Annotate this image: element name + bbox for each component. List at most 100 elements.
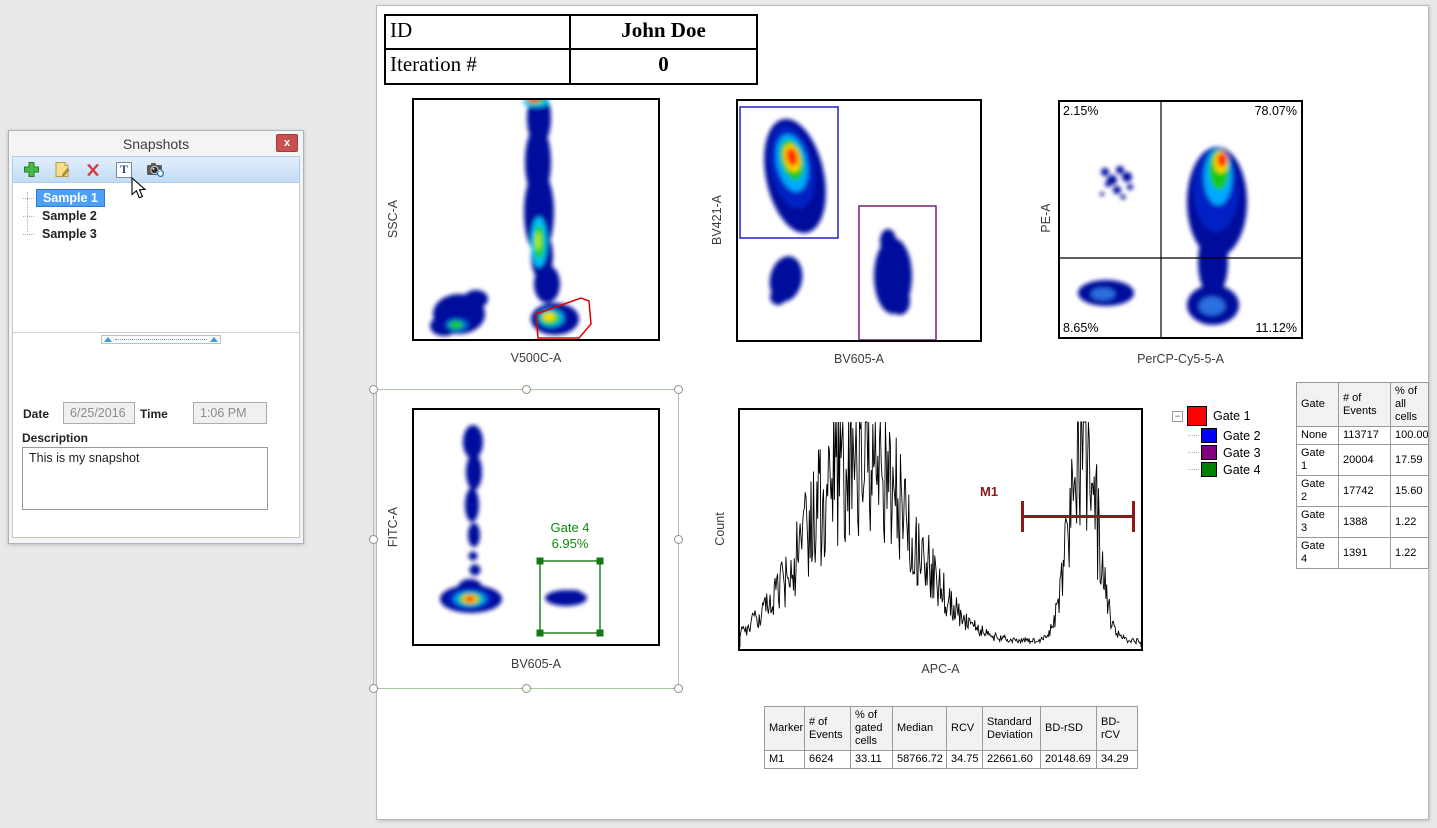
id-table: ID John Doe Iteration # 0 bbox=[384, 14, 758, 85]
time-label: Time bbox=[140, 407, 168, 421]
sample-label[interactable]: Sample 2 bbox=[42, 209, 97, 223]
plot4-x-axis-label: BV605-A bbox=[510, 657, 562, 671]
worksheet: ID John Doe Iteration # 0 bbox=[369, 5, 1429, 820]
marker-table-header: Median bbox=[892, 706, 947, 751]
time-input[interactable] bbox=[193, 402, 267, 424]
gate2-swatch bbox=[1201, 428, 1217, 443]
selection-handle[interactable] bbox=[369, 684, 378, 693]
gate-table-header: % of all cells bbox=[1390, 382, 1429, 427]
gate1-swatch bbox=[1187, 406, 1207, 426]
marker-table-header: Marker bbox=[764, 706, 805, 751]
density-plot-3 bbox=[1060, 102, 1301, 337]
panel-title: Snapshots bbox=[122, 135, 190, 152]
plot-ssc-v500c[interactable] bbox=[412, 90, 660, 341]
selection-handle[interactable] bbox=[674, 385, 683, 394]
selection-handle[interactable] bbox=[674, 535, 683, 544]
plot3-x-axis-label: PerCP-Cy5-5-A bbox=[1137, 352, 1224, 366]
panel-titlebar[interactable]: Snapshots x bbox=[12, 131, 300, 156]
sample-item-1[interactable]: Sample 1 bbox=[13, 189, 299, 207]
add-snapshot-button[interactable] bbox=[21, 160, 41, 180]
density-plot-4 bbox=[440, 425, 604, 637]
date-label: Date bbox=[23, 407, 50, 421]
close-button[interactable]: x bbox=[276, 134, 298, 152]
legend-label: Gate 3 bbox=[1223, 445, 1261, 460]
quadrant-ll-percent: 8.65% bbox=[1063, 321, 1099, 335]
date-input[interactable] bbox=[63, 402, 135, 424]
selection-handle[interactable] bbox=[369, 535, 378, 544]
density-plot-1 bbox=[430, 90, 592, 339]
histogram-svg bbox=[739, 421, 1142, 647]
panel-toolbar: T bbox=[12, 156, 300, 183]
plot-pe-percp[interactable]: 2.15% 78.07% 8.65% 11.12% bbox=[1058, 100, 1303, 339]
selection-handle[interactable] bbox=[522, 385, 531, 394]
table-row: Gate 1 20004 17.59 bbox=[1296, 444, 1429, 476]
id-label: ID bbox=[386, 16, 571, 48]
plot5-y-axis-label: Count bbox=[713, 512, 727, 546]
gate2-rect[interactable] bbox=[739, 106, 839, 239]
marker-table-header: BD-rSD bbox=[1040, 706, 1097, 751]
plot-fitc-bv605[interactable]: Gate 4 6.95% bbox=[412, 408, 660, 646]
legend-item-gate2[interactable]: Gate 2 bbox=[1188, 428, 1261, 443]
snapshots-panel: Snapshots x T Sample 1 bbox=[8, 130, 304, 544]
plot2-x-axis-label: BV605-A bbox=[833, 352, 885, 366]
plot5-x-axis-label: APC-A bbox=[921, 662, 960, 676]
table-row: M1 6624 33.11 58766.72 34.75 22661.60 20… bbox=[764, 750, 1138, 769]
table-row: Gate 3 1388 1.22 bbox=[1296, 506, 1429, 538]
table-row: Gate 4 1391 1.22 bbox=[1296, 537, 1429, 569]
note-icon bbox=[55, 162, 70, 177]
plot3-y-axis-label: PE-A bbox=[1039, 203, 1053, 233]
density-plot-2 bbox=[739, 106, 937, 341]
table-row: None 113717 100.00 bbox=[1296, 426, 1429, 445]
description-label: Description bbox=[22, 431, 89, 445]
selection-handle[interactable] bbox=[674, 684, 683, 693]
gate3-swatch bbox=[1201, 445, 1217, 460]
id-value: John Doe bbox=[621, 18, 706, 42]
gate1-polygon[interactable] bbox=[535, 297, 592, 339]
plot4-y-axis-label: FITC-A bbox=[386, 506, 400, 548]
legend-label: Gate 4 bbox=[1223, 462, 1261, 477]
gate4-rect[interactable] bbox=[536, 557, 604, 637]
legend-item-gate3[interactable]: Gate 3 bbox=[1188, 445, 1261, 460]
iteration-label: Iteration # bbox=[386, 49, 571, 83]
camera-icon bbox=[146, 163, 164, 178]
text-annotation-button[interactable]: T bbox=[114, 160, 134, 180]
cursor-icon bbox=[131, 177, 147, 199]
plus-icon bbox=[23, 162, 39, 177]
sample-item-3[interactable]: Sample 3 bbox=[13, 225, 299, 243]
collapse-minus-icon[interactable]: − bbox=[1172, 410, 1183, 422]
legend-label: Gate 2 bbox=[1223, 428, 1261, 443]
selection-handle[interactable] bbox=[369, 385, 378, 394]
marker-table-header: % of gated cells bbox=[850, 706, 893, 751]
plot1-x-axis-label: V500C-A bbox=[510, 351, 562, 365]
panel-body: Sample 1 Sample 2 Sample 3 Date Time Des… bbox=[12, 183, 300, 538]
gate-table-header: # of Events bbox=[1338, 382, 1391, 427]
delete-x-icon bbox=[87, 163, 99, 176]
marker-table-header: # of Events bbox=[804, 706, 851, 751]
legend-item-gate1[interactable]: − Gate 1 bbox=[1172, 406, 1261, 426]
marker-table-header: RCV bbox=[946, 706, 983, 751]
edit-snapshot-button[interactable] bbox=[52, 160, 72, 180]
histogram-plot[interactable]: M1 bbox=[738, 408, 1143, 651]
gate4-label: Gate 4 6.95% bbox=[550, 520, 590, 551]
gate-table: Gate # of Events % of all cells None 1137… bbox=[1296, 382, 1429, 569]
delete-snapshot-button[interactable] bbox=[83, 160, 103, 180]
sample-list[interactable]: Sample 1 Sample 2 Sample 3 bbox=[13, 183, 299, 333]
quadrant-ur-percent: 78.07% bbox=[1254, 104, 1297, 118]
selection-handle[interactable] bbox=[522, 684, 531, 693]
sample-label[interactable]: Sample 1 bbox=[36, 189, 105, 207]
marker-table-header: Standard Deviation bbox=[982, 706, 1041, 751]
marker-table: Marker # of Events % of gated cells Medi… bbox=[764, 706, 1138, 769]
m1-label: M1 bbox=[980, 484, 999, 499]
quadrant-ul-percent: 2.15% bbox=[1063, 104, 1099, 118]
gate-legend: − Gate 1 Gate 2 Gate 3 Gate 4 bbox=[1172, 406, 1261, 479]
selection-box[interactable] bbox=[369, 385, 683, 693]
description-input[interactable]: This is my snapshot bbox=[22, 447, 268, 510]
text-icon: T bbox=[116, 161, 132, 178]
plot2-y-axis-label: BV421-A bbox=[710, 194, 724, 246]
sample-label[interactable]: Sample 3 bbox=[42, 227, 97, 241]
legend-item-gate4[interactable]: Gate 4 bbox=[1188, 462, 1261, 477]
plot-bv421-bv605[interactable] bbox=[736, 99, 982, 342]
splitter-handle[interactable] bbox=[101, 335, 221, 344]
apply-snapshot-button[interactable] bbox=[145, 160, 165, 180]
sample-item-2[interactable]: Sample 2 bbox=[13, 207, 299, 225]
